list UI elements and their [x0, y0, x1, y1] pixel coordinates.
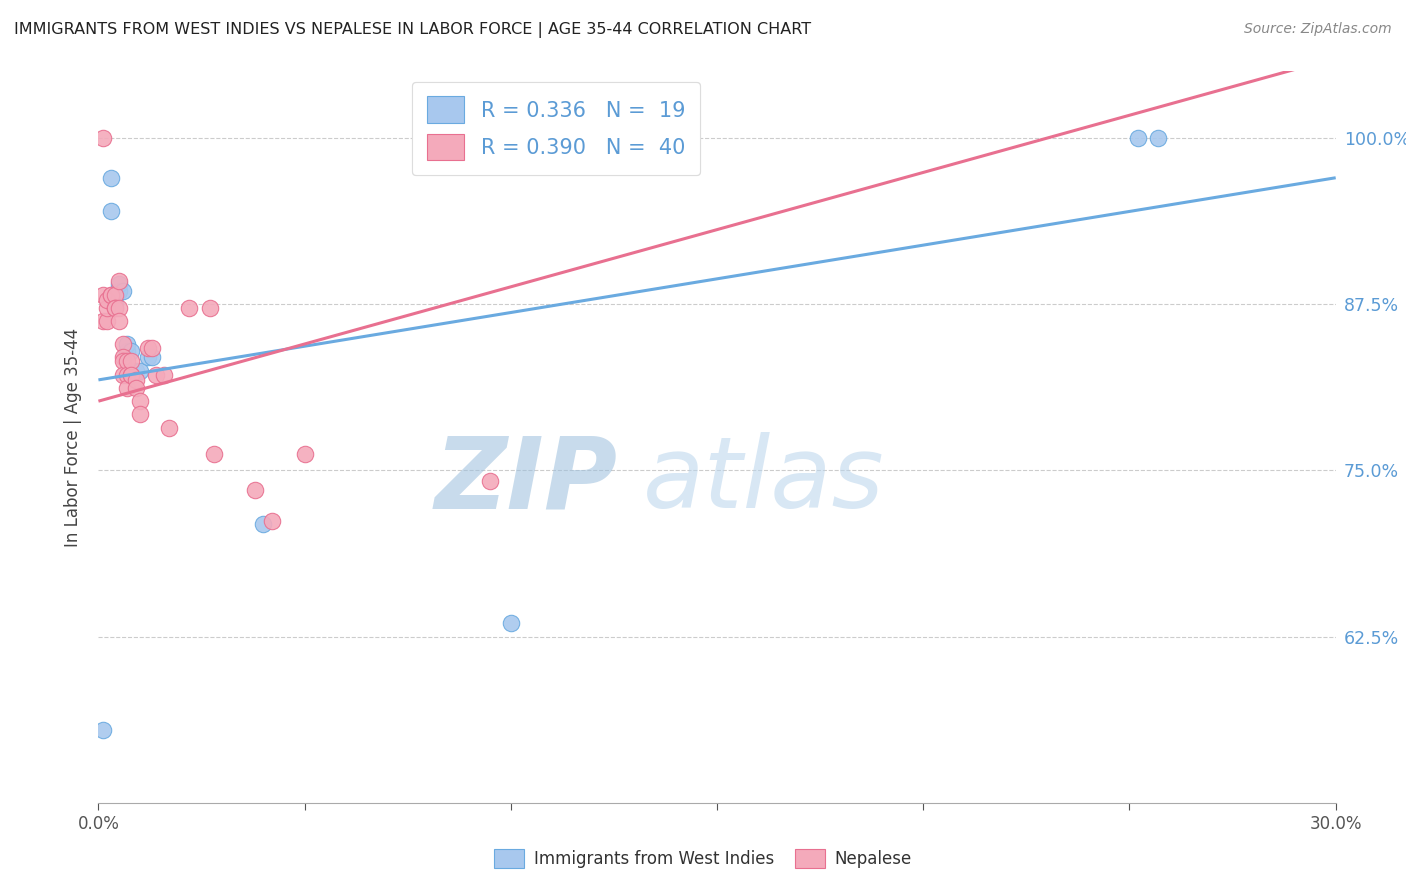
Point	[202, 447, 225, 461]
Point	[252, 516, 274, 531]
Point	[117, 354, 139, 368]
Point	[108, 314, 131, 328]
Point	[104, 297, 127, 311]
Point	[100, 204, 122, 219]
Point	[104, 287, 127, 301]
Point	[100, 170, 122, 185]
Point	[124, 373, 146, 387]
Point	[128, 408, 150, 422]
Point	[112, 351, 135, 365]
Point	[112, 368, 135, 382]
Text: Source: ZipAtlas.com: Source: ZipAtlas.com	[1244, 22, 1392, 37]
Point	[91, 131, 114, 145]
Point	[1126, 131, 1149, 145]
Point	[108, 301, 131, 315]
Point	[91, 314, 114, 328]
Text: IMMIGRANTS FROM WEST INDIES VS NEPALESE IN LABOR FORCE | AGE 35-44 CORRELATION C: IMMIGRANTS FROM WEST INDIES VS NEPALESE …	[14, 22, 811, 38]
Point	[96, 301, 118, 315]
Point	[145, 368, 167, 382]
Point	[117, 337, 139, 351]
Point	[179, 301, 201, 315]
Point	[136, 351, 159, 365]
Point	[91, 287, 114, 301]
Point	[117, 343, 139, 358]
Text: atlas: atlas	[643, 433, 884, 530]
Point	[128, 363, 150, 377]
Point	[153, 368, 176, 382]
Point	[294, 447, 316, 461]
Point	[136, 341, 159, 355]
Point	[117, 381, 139, 395]
Point	[128, 394, 150, 409]
Point	[479, 474, 502, 488]
Point	[104, 301, 127, 315]
Point	[100, 287, 122, 301]
Point	[112, 337, 135, 351]
Point	[108, 284, 131, 298]
Point	[120, 343, 142, 358]
Point	[141, 341, 163, 355]
Point	[243, 483, 266, 498]
Legend: R = 0.336   N =  19, R = 0.390   N =  40: R = 0.336 N = 19, R = 0.390 N = 40	[412, 82, 700, 175]
Y-axis label: In Labor Force | Age 35-44: In Labor Force | Age 35-44	[63, 327, 82, 547]
Point	[499, 616, 522, 631]
Point	[120, 368, 142, 382]
Point	[157, 421, 180, 435]
Point	[120, 368, 142, 382]
Point	[1147, 131, 1170, 145]
Legend: Immigrants from West Indies, Nepalese: Immigrants from West Indies, Nepalese	[488, 842, 918, 875]
Point	[108, 277, 131, 292]
Point	[100, 287, 122, 301]
Point	[108, 275, 131, 289]
Point	[91, 723, 114, 737]
Point	[117, 368, 139, 382]
Point	[112, 354, 135, 368]
Point	[96, 314, 118, 328]
Point	[112, 284, 135, 298]
Point	[124, 363, 146, 377]
Point	[120, 354, 142, 368]
Point	[198, 301, 221, 315]
Point	[104, 301, 127, 315]
Point	[260, 514, 283, 528]
Point	[104, 290, 127, 304]
Text: ZIP: ZIP	[434, 433, 619, 530]
Point	[96, 293, 118, 307]
Point	[141, 351, 163, 365]
Point	[124, 381, 146, 395]
